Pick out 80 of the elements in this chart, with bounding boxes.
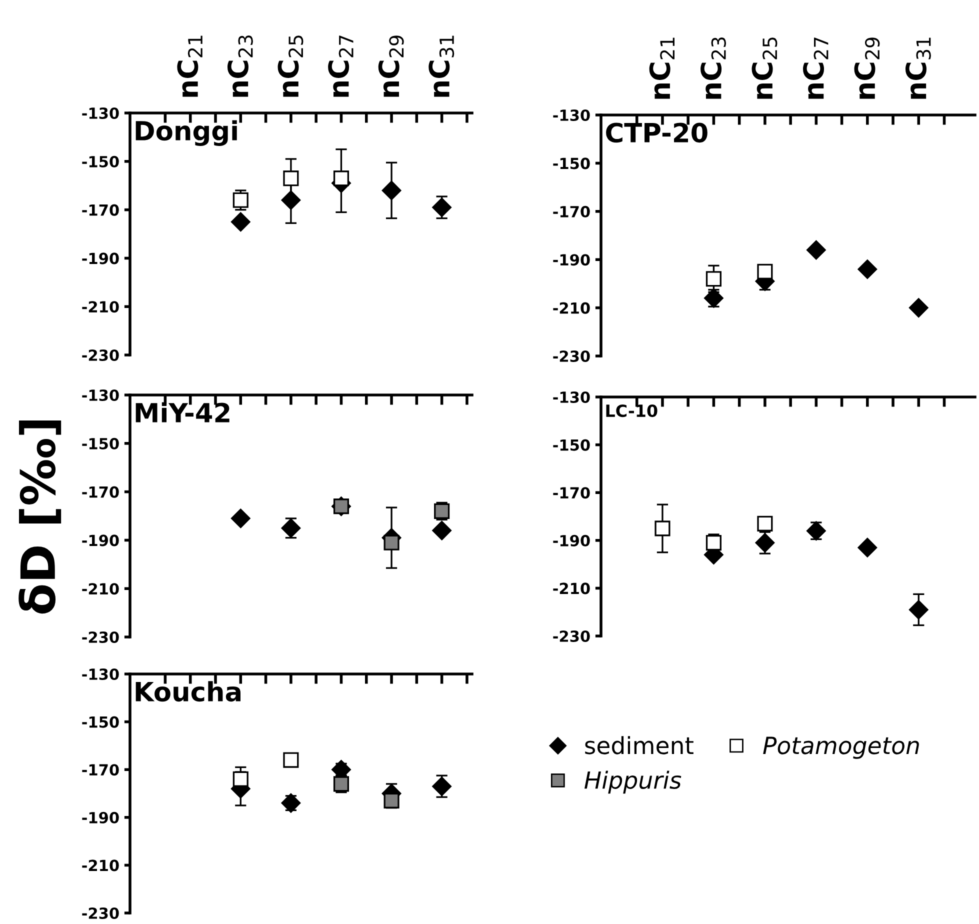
chart-title: MiY-42 bbox=[136, 402, 230, 422]
point bbox=[757, 516, 773, 532]
y-tick-label: -190 bbox=[82, 534, 119, 546]
chart-title: CTP-20 bbox=[606, 122, 708, 143]
point bbox=[230, 212, 250, 232]
y-tick-label: -230 bbox=[82, 349, 119, 362]
x-tick-label: nC$_{29}$ bbox=[854, 38, 880, 99]
y-tick-label: -210 bbox=[82, 860, 119, 872]
y-tick-label: -150 bbox=[82, 716, 119, 728]
chart-title: Donggi bbox=[136, 120, 237, 146]
point bbox=[706, 535, 722, 551]
y-tick-label: -130 bbox=[553, 109, 590, 122]
point bbox=[333, 170, 350, 186]
point bbox=[232, 192, 248, 208]
point bbox=[384, 792, 400, 808]
point bbox=[908, 298, 928, 318]
point bbox=[806, 240, 826, 260]
y-tick-label: -170 bbox=[553, 206, 590, 218]
x-tick-label: nC$_{31}$ bbox=[905, 38, 931, 99]
x-tick-label: nC$_{27}$ bbox=[328, 36, 354, 97]
y-tick-label: -150 bbox=[553, 158, 590, 170]
point bbox=[704, 288, 724, 308]
y-tick-label: -150 bbox=[553, 439, 590, 451]
legend-label: Hippuris bbox=[584, 770, 682, 794]
y-tick-label: -190 bbox=[553, 534, 590, 546]
y-axis-title: δD [‰] bbox=[18, 420, 62, 614]
y-tick-label: -170 bbox=[553, 487, 590, 499]
y-tick-label: -130 bbox=[82, 107, 119, 120]
point bbox=[230, 508, 250, 528]
point bbox=[706, 271, 722, 287]
y-tick-label: -130 bbox=[553, 391, 590, 404]
x-tick-label: nC$_{27}$ bbox=[803, 38, 828, 99]
y-tick-label: -190 bbox=[553, 254, 590, 266]
y-tick-label: -190 bbox=[82, 252, 119, 264]
x-tick-label: nC$_{21}$ bbox=[649, 38, 674, 99]
legend-label: sediment bbox=[585, 736, 694, 754]
point bbox=[432, 776, 452, 796]
x-tick-label: nC$_{29}$ bbox=[378, 36, 404, 97]
y-tick-label: -170 bbox=[82, 764, 119, 776]
y-tick-label: -230 bbox=[82, 907, 119, 920]
point bbox=[232, 771, 248, 787]
point bbox=[757, 264, 773, 280]
y-tick-label: -170 bbox=[82, 204, 119, 216]
x-tick-label: nC$_{25}$ bbox=[278, 36, 304, 97]
legend-label: Potamogeton bbox=[763, 736, 919, 759]
y-tick-label: -230 bbox=[553, 630, 590, 642]
x-tick-label: nC$_{21}$ bbox=[177, 36, 202, 97]
point bbox=[858, 260, 878, 279]
chart-title: LC-10 bbox=[606, 404, 658, 418]
point bbox=[654, 520, 670, 536]
y-tick-label: -210 bbox=[553, 582, 590, 594]
point bbox=[281, 518, 301, 538]
point bbox=[908, 600, 928, 620]
y-tick-label: -210 bbox=[82, 301, 119, 313]
point bbox=[806, 521, 826, 541]
x-tick-label: nC$_{25}$ bbox=[752, 38, 778, 99]
point bbox=[283, 752, 299, 768]
point bbox=[755, 533, 775, 552]
point bbox=[432, 520, 452, 540]
point bbox=[281, 190, 301, 210]
x-tick-label: nC$_{23}$ bbox=[227, 36, 253, 97]
point bbox=[281, 793, 301, 813]
y-tick-label: -170 bbox=[82, 486, 119, 498]
y-tick-label: -190 bbox=[82, 812, 119, 824]
point bbox=[283, 170, 299, 186]
point bbox=[432, 198, 452, 218]
y-tick-label: -130 bbox=[82, 668, 119, 680]
x-tick-label: nC$_{31}$ bbox=[428, 36, 454, 97]
y-tick-label: -210 bbox=[553, 302, 590, 314]
chart-title: Koucha bbox=[136, 681, 240, 702]
point bbox=[384, 534, 400, 550]
y-tick-label: -150 bbox=[82, 156, 119, 168]
point bbox=[858, 538, 878, 558]
x-tick-label: nC$_{23}$ bbox=[700, 38, 726, 99]
y-tick-label: -230 bbox=[82, 631, 119, 644]
y-tick-label: -210 bbox=[82, 583, 119, 595]
y-tick-label: -130 bbox=[82, 389, 119, 402]
y-tick-label: -150 bbox=[82, 438, 119, 450]
y-tick-label: -230 bbox=[553, 350, 590, 362]
point bbox=[382, 180, 402, 200]
